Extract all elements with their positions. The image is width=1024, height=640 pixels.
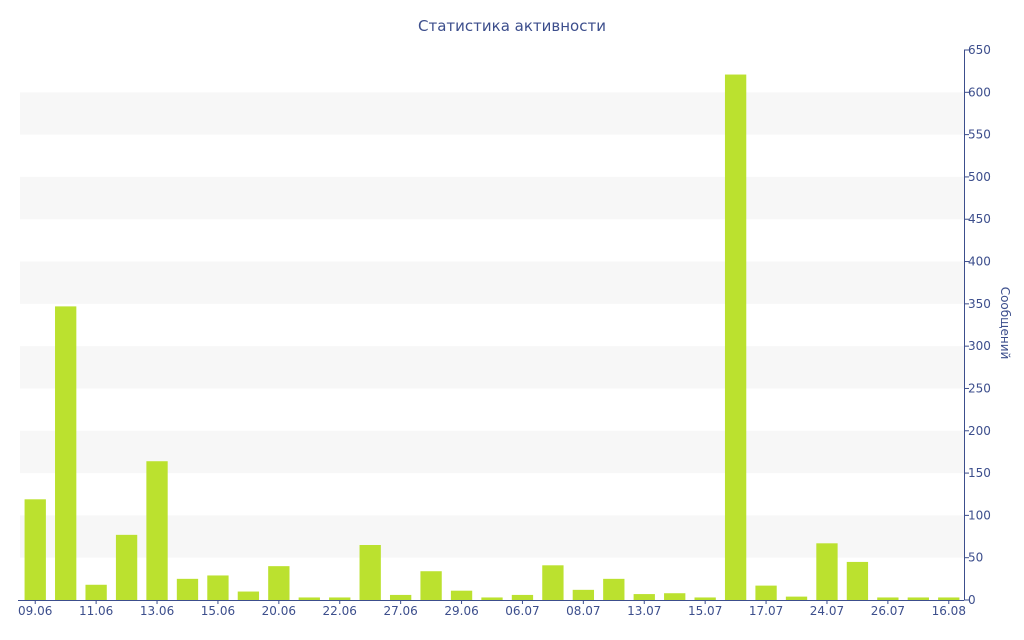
x-tick-label: 09.06 bbox=[18, 604, 52, 618]
bar-15.07[interactable] bbox=[694, 597, 716, 600]
bar-16.08[interactable] bbox=[938, 597, 960, 600]
x-tick-label: 17.07 bbox=[749, 604, 783, 618]
y-tick-label: 500 bbox=[968, 170, 991, 184]
bar-15.06[interactable] bbox=[207, 575, 229, 600]
bar-12.07[interactable] bbox=[603, 578, 625, 600]
y-tick-label: 50 bbox=[968, 551, 983, 565]
x-tick-label: 15.07 bbox=[688, 604, 722, 618]
x-axis: 09.06 11.06 13.06 15.06 20.06 22.06 27.06 29.06… bbox=[18, 600, 966, 618]
y-tick-label: 350 bbox=[968, 297, 991, 311]
bar-07.07[interactable] bbox=[542, 565, 564, 600]
bar-10.06[interactable] bbox=[55, 306, 77, 600]
bar-26.07[interactable] bbox=[877, 597, 899, 600]
grid-band bbox=[20, 92, 964, 135]
y-tick-label: 650 bbox=[968, 43, 991, 57]
bar-08.07[interactable] bbox=[572, 589, 595, 600]
bar-28.06[interactable] bbox=[420, 571, 442, 600]
chart-title: Статистика активности bbox=[418, 17, 606, 35]
x-tick-label: 16.08 bbox=[932, 604, 966, 618]
bar-14.07[interactable] bbox=[664, 593, 686, 600]
x-tick-label: 15.06 bbox=[201, 604, 235, 618]
bar-26.06[interactable] bbox=[359, 545, 381, 600]
x-tick-label: 27.06 bbox=[383, 604, 417, 618]
y-tick-label: 400 bbox=[968, 255, 991, 269]
x-tick-label: 26.07 bbox=[871, 604, 905, 618]
grid-bands bbox=[20, 92, 964, 558]
y-tick-label: 250 bbox=[968, 381, 991, 395]
y-axis-title: Сообщений bbox=[998, 287, 1012, 360]
bar-14.06[interactable] bbox=[176, 578, 199, 600]
x-tick-label: 13.07 bbox=[627, 604, 661, 618]
grid-band bbox=[20, 261, 964, 304]
y-tick-label: 600 bbox=[968, 85, 991, 99]
bar-27.06[interactable] bbox=[389, 594, 412, 600]
grid-band bbox=[20, 430, 964, 474]
bar-11.06[interactable] bbox=[85, 584, 107, 600]
y-tick-label: 450 bbox=[968, 212, 991, 226]
y-tick-label: 300 bbox=[968, 339, 991, 353]
bar-06.07[interactable] bbox=[511, 594, 534, 600]
x-tick-label: 11.06 bbox=[79, 604, 113, 618]
bar-24.07[interactable] bbox=[816, 543, 838, 600]
bars bbox=[24, 74, 960, 601]
bar-20.06[interactable] bbox=[268, 566, 290, 600]
bar-23.07[interactable] bbox=[785, 596, 808, 600]
x-tick-label: 13.06 bbox=[140, 604, 174, 618]
grid-band bbox=[20, 515, 964, 558]
x-tick-label: 06.07 bbox=[505, 604, 539, 618]
y-axis: 0 50 100 150 200 250 300 350 400 450 500 550 600 650 bbox=[964, 43, 991, 607]
y-tick-label: 150 bbox=[968, 466, 991, 480]
bar-09.06[interactable] bbox=[24, 499, 46, 600]
bar-05.07[interactable] bbox=[481, 597, 503, 600]
bar-13.06[interactable] bbox=[146, 461, 168, 600]
bar-22.06[interactable] bbox=[329, 597, 351, 600]
x-tick-label: 20.06 bbox=[262, 604, 296, 618]
x-tick-label: 08.07 bbox=[566, 604, 600, 618]
bar-17.07[interactable] bbox=[755, 585, 777, 600]
grid-band bbox=[20, 176, 964, 220]
x-tick-label: 24.07 bbox=[810, 604, 844, 618]
bar-16.06[interactable] bbox=[237, 591, 260, 600]
x-tick-label: 29.06 bbox=[444, 604, 478, 618]
bar-16.07[interactable] bbox=[724, 74, 747, 601]
bar-29.06[interactable] bbox=[450, 590, 473, 600]
grid-band bbox=[20, 346, 964, 389]
x-tick-label: 22.06 bbox=[323, 604, 357, 618]
bar-21.06[interactable] bbox=[298, 597, 320, 600]
y-tick-label: 100 bbox=[968, 508, 991, 522]
bar-15.08[interactable] bbox=[907, 597, 929, 600]
bar-25.07[interactable] bbox=[846, 561, 869, 600]
y-tick-label: 0 bbox=[968, 593, 976, 607]
bar-13.07[interactable] bbox=[633, 594, 655, 600]
y-tick-label: 550 bbox=[968, 128, 991, 142]
bar-12.06[interactable] bbox=[115, 534, 138, 600]
y-tick-label: 200 bbox=[968, 424, 991, 438]
